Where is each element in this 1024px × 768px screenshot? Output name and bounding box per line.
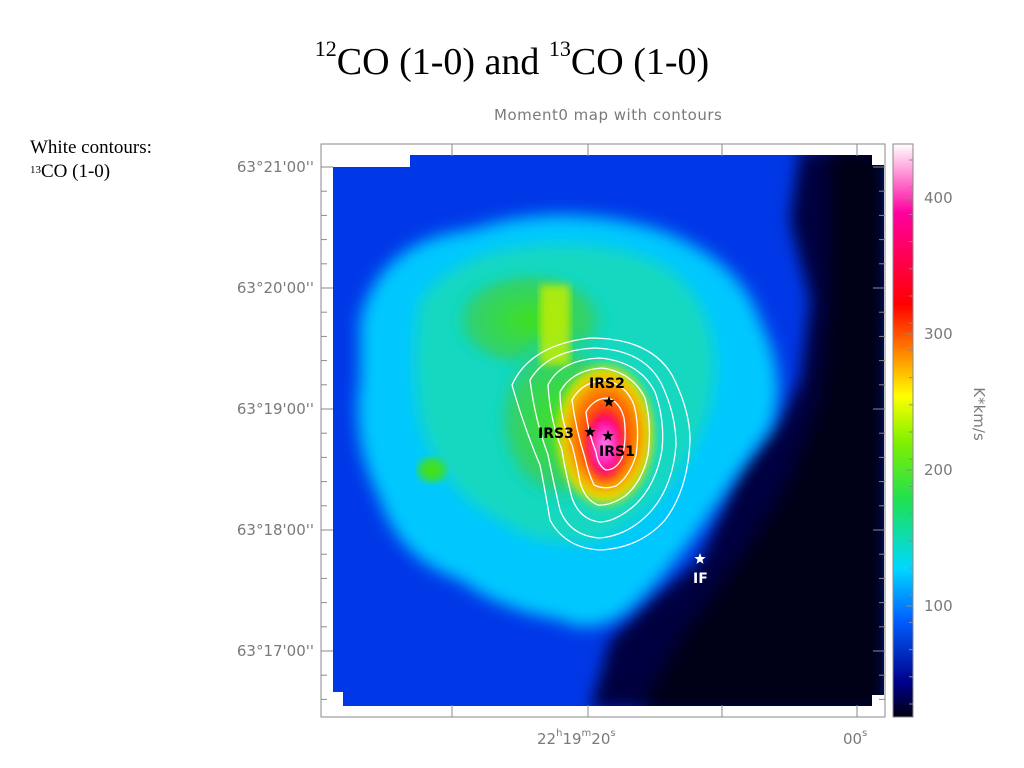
y-tick-labels: 63°21'00'' 63°20'00'' 63°19'00'' 63°18'0… — [237, 158, 314, 660]
title-isotope-2: 13 — [548, 36, 571, 61]
title-molecule-1: CO (1-0) and — [336, 41, 549, 83]
colorbar-tick-label: 100 — [924, 597, 953, 615]
contour-note-line1: White contours: — [30, 137, 152, 158]
yellow-filament — [540, 285, 570, 365]
contour-level-4 — [559, 367, 651, 506]
colorbar-tick-label: 200 — [924, 461, 953, 479]
x-tick-m: m — [582, 728, 592, 739]
co13-contours — [511, 337, 691, 551]
star-icon — [584, 426, 596, 437]
y-tick-label: 63°20'00'' — [237, 279, 314, 297]
source-markers: IRS2 IRS3 IRS1 IF — [538, 376, 708, 587]
slide-title: 12CO (1-0) and 13CO (1-0) — [0, 36, 1024, 84]
colorbar-label: K*km/s — [970, 387, 988, 441]
x-tick-hours: 22 — [537, 730, 556, 748]
colorbar — [892, 143, 914, 718]
x-tick-right-seconds: 00 — [843, 730, 862, 748]
y-tick-label: 63°21'00'' — [237, 158, 314, 176]
marker-label: IF — [693, 571, 708, 587]
contour-level-2 — [529, 347, 677, 539]
x-tick-minutes: 19 — [562, 730, 581, 748]
y-axis — [321, 166, 885, 700]
x-tick-h: h — [556, 728, 562, 739]
svg-text:00s: 00s — [843, 728, 867, 748]
contour-level-5 — [571, 379, 639, 489]
marker-if: IF — [693, 553, 708, 587]
x-tick-label-right: 00s — [843, 728, 867, 748]
colorbar-tick-labels: 100 200 300 400 — [924, 189, 953, 615]
marker-irs1: IRS1 — [599, 430, 635, 460]
colorbar-tick-label: 400 — [924, 189, 953, 207]
title-isotope-1: 12 — [314, 36, 337, 61]
y-tick-label: 63°17'00'' — [237, 642, 314, 660]
title-molecule-2: CO (1-0) — [570, 41, 710, 83]
marker-label: IRS1 — [599, 444, 635, 460]
moment0-map — [333, 155, 884, 706]
peak-region — [583, 405, 627, 485]
x-tick-seconds: 20 — [591, 730, 610, 748]
star-icon — [602, 430, 614, 441]
contour-level-1 — [511, 337, 691, 551]
contour-note-molecule: CO (1-0) — [41, 161, 111, 182]
plot-title: Moment0 map with contours — [494, 106, 723, 124]
x-tick-label-main: 22h19m20s — [537, 728, 616, 748]
contour-note-line2: 13CO (1-0) — [30, 160, 152, 184]
contour-note-isotope: 13 — [30, 164, 41, 176]
marker-label: IRS3 — [538, 426, 574, 442]
marker-irs3: IRS3 — [538, 426, 596, 442]
small-green-knot — [418, 458, 446, 482]
y-tick-label: 63°19'00'' — [237, 400, 314, 418]
svg-text:22h19m20s: 22h19m20s — [537, 728, 616, 748]
star-icon — [694, 553, 706, 564]
contour-level-6 — [585, 397, 626, 471]
x-axis — [451, 144, 858, 717]
dark-edge-region — [640, 155, 884, 706]
marker-irs2: IRS2 — [589, 376, 625, 407]
contour-level-3 — [547, 357, 664, 523]
contour-note: White contours: 13CO (1-0) — [30, 136, 152, 184]
x-tick-s: s — [610, 728, 615, 739]
colorbar-ticks — [906, 159, 913, 705]
colorbar-tick-label: 300 — [924, 325, 953, 343]
x-tick-right-s: s — [862, 728, 867, 739]
marker-label: IRS2 — [589, 376, 625, 392]
y-tick-label: 63°18'00'' — [237, 521, 314, 539]
star-icon — [603, 396, 615, 407]
